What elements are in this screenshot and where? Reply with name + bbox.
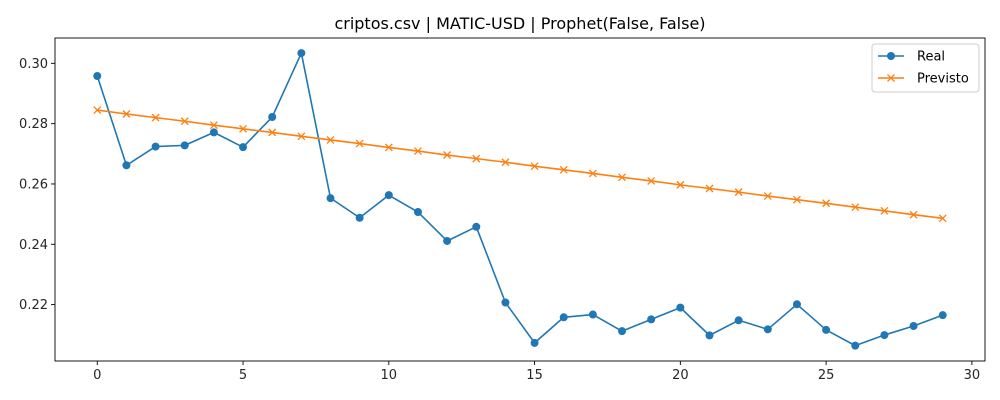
data-point-real <box>909 322 918 331</box>
data-point-real <box>530 338 539 347</box>
data-point-previsto <box>763 192 772 200</box>
data-point-real <box>734 316 743 325</box>
legend: Real Previsto <box>871 43 980 93</box>
data-point-previsto <box>93 106 102 115</box>
x-tick-label: 30 <box>964 368 981 383</box>
y-tick-label: 0.22 <box>19 298 48 313</box>
data-point-previsto <box>268 128 277 137</box>
legend-item-previsto: Previsto <box>878 72 969 87</box>
x-tick-label: 10 <box>381 368 398 383</box>
data-point-real <box>588 310 597 319</box>
data-point-previsto <box>559 165 568 174</box>
data-point-real <box>443 236 452 245</box>
legend-marker <box>887 52 895 60</box>
data-point-previsto <box>443 151 452 159</box>
data-point-real <box>122 161 131 170</box>
data-point-previsto <box>851 203 860 212</box>
chart-title: criptos.csv | MATIC-USD | Prophet(False,… <box>334 14 705 33</box>
data-point-real <box>268 113 277 122</box>
data-point-real <box>676 303 685 312</box>
data-point-real <box>851 341 860 350</box>
series-line-real <box>96 52 944 347</box>
data-point-previsto <box>822 199 831 208</box>
data-point-previsto <box>530 162 539 171</box>
x-tick-label: 25 <box>818 368 835 383</box>
data-point-previsto <box>501 158 510 167</box>
data-point-real <box>209 128 218 137</box>
data-point-real <box>472 222 481 231</box>
data-point-previsto <box>151 113 160 122</box>
legend-label: Previsto <box>917 72 969 87</box>
y-tick-label: 0.30 <box>19 57 48 72</box>
data-point-real <box>180 141 189 150</box>
legend-label: Real <box>917 50 945 65</box>
data-point-previsto <box>414 147 422 156</box>
data-point-real <box>705 331 714 340</box>
data-point-previsto <box>647 176 656 185</box>
y-tick-label: 0.26 <box>19 177 48 192</box>
x-tick-label: 20 <box>672 368 689 383</box>
data-point-real <box>239 143 248 152</box>
x-tick-label: 5 <box>239 368 247 383</box>
data-point-real <box>297 49 306 58</box>
y-tick-label: 0.28 <box>19 117 48 132</box>
data-point-previsto <box>326 135 335 144</box>
legend-marker <box>887 74 895 82</box>
data-point-real <box>93 72 102 80</box>
data-point-previsto <box>239 124 248 133</box>
data-point-real <box>618 327 627 336</box>
data-point-previsto <box>297 132 306 141</box>
data-point-previsto <box>180 117 189 126</box>
data-point-real <box>880 331 889 340</box>
data-point-real <box>355 213 364 222</box>
data-point-real <box>938 311 947 320</box>
data-point-real <box>501 298 510 307</box>
data-point-previsto <box>355 139 364 148</box>
data-point-real <box>559 313 568 322</box>
axes-frame <box>54 37 986 362</box>
data-point-previsto <box>618 173 626 182</box>
data-point-real <box>384 191 393 200</box>
x-tick-label: 15 <box>526 368 543 383</box>
data-point-real <box>763 325 772 334</box>
data-point-previsto <box>880 206 889 215</box>
data-point-real <box>822 325 831 334</box>
legend-item-real: Real <box>878 50 945 65</box>
axes: 0 5 10 15 20 25 30 0.22 0.24 0.26 0.28 0.30 <box>19 37 986 383</box>
data-point-previsto <box>472 154 481 163</box>
data-point-previsto <box>734 188 743 197</box>
series-line-previsto <box>97 109 943 220</box>
data-point-previsto <box>384 143 393 152</box>
data-point-previsto <box>792 195 801 204</box>
data-point-real <box>413 208 422 217</box>
data-point-previsto <box>705 184 714 193</box>
data-point-real <box>326 194 335 203</box>
data-point-previsto <box>938 214 947 223</box>
plot-area <box>93 49 947 350</box>
data-point-real <box>647 315 656 324</box>
data-point-previsto <box>676 180 685 189</box>
y-tick-label: 0.24 <box>19 238 48 253</box>
data-point-previsto <box>209 121 218 130</box>
x-tick-label: 0 <box>93 368 101 383</box>
data-point-real <box>792 300 801 309</box>
data-point-previsto <box>588 169 597 178</box>
data-point-previsto <box>909 210 918 219</box>
data-point-previsto <box>122 110 131 118</box>
data-point-real <box>151 142 160 151</box>
